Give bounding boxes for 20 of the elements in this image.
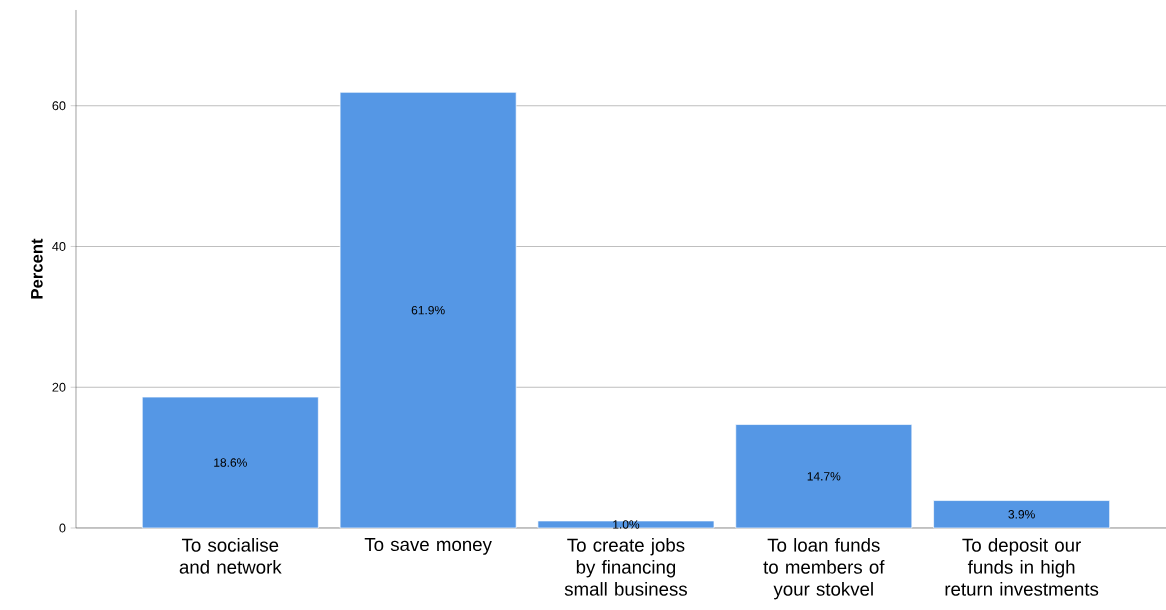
data-label: 3.9% xyxy=(1008,510,1035,519)
bar xyxy=(141,396,319,529)
y-tick-label: 40 xyxy=(52,241,66,251)
bar xyxy=(933,500,1110,529)
data-label: 18.6% xyxy=(214,458,247,467)
bar xyxy=(537,520,715,529)
data-label: 61.9% xyxy=(411,305,445,315)
x-tick-label: To deposit our funds in high return investments xyxy=(945,538,1099,596)
x-tick-label: To save money xyxy=(364,538,492,555)
y-tick-label: 0 xyxy=(59,523,66,533)
x-tick-label: To socialise and network xyxy=(179,538,282,574)
data-label: 1.0% xyxy=(613,520,640,529)
y-tick-label: 60 xyxy=(52,101,66,111)
x-tick-label: To create jobs by financing small business xyxy=(564,538,687,596)
x-tick-label: To loan funds to members of your stokvel xyxy=(763,538,885,600)
bar xyxy=(735,424,913,529)
y-axis-title: Percent xyxy=(31,238,43,299)
y-tick-label: 20 xyxy=(52,382,66,392)
bar xyxy=(339,92,517,529)
data-label: 14.7% xyxy=(807,472,841,481)
